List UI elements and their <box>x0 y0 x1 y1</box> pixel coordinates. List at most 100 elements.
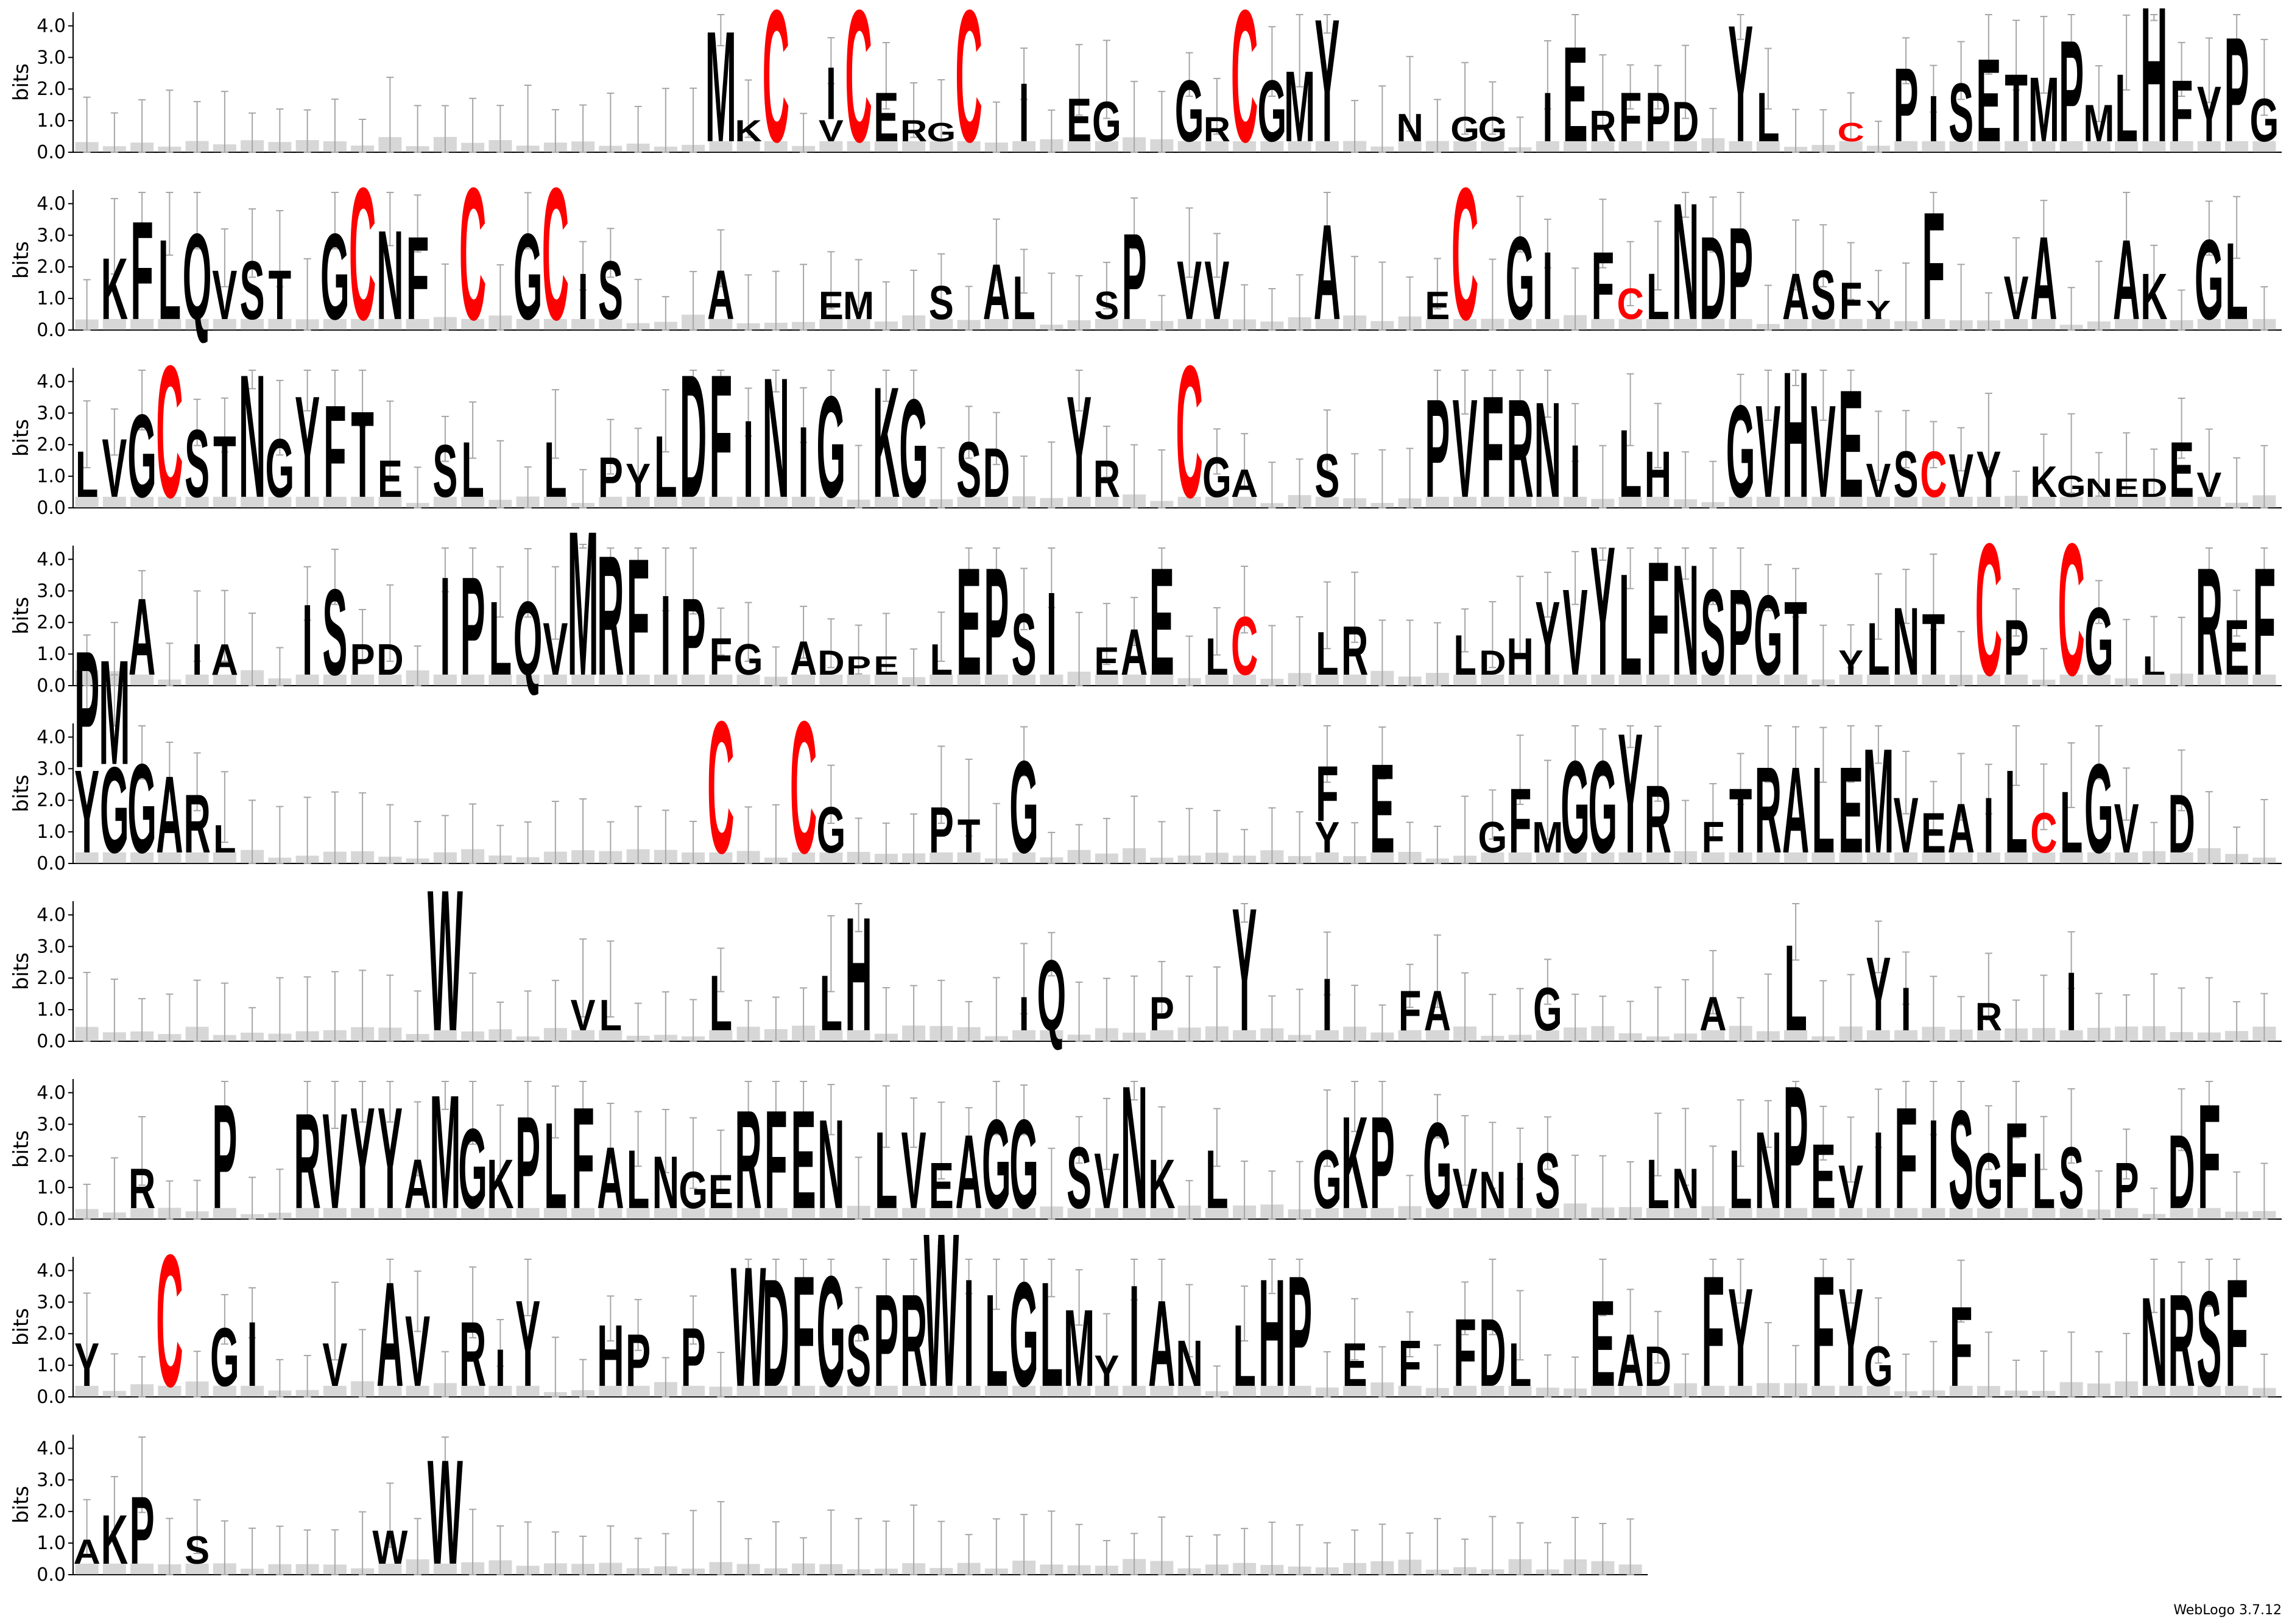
residue-L: L <box>1784 919 1807 1056</box>
residue-T: T <box>1922 596 1945 694</box>
residue-N: N <box>1534 374 1561 526</box>
residue-D: D <box>680 339 707 535</box>
residue-K: K <box>487 1144 513 1223</box>
residue-M: M <box>1284 51 1315 163</box>
error-bar <box>1130 975 1138 1042</box>
residue-V: V <box>1755 378 1780 525</box>
residue-C: C <box>459 149 486 359</box>
background-residues <box>1315 496 1339 508</box>
y-tick-label: 4.0 <box>37 193 66 214</box>
y-tick-label: 0.0 <box>37 1209 66 1230</box>
error-bar <box>1323 192 1331 241</box>
error-bar <box>2123 619 2131 686</box>
residue-V: V <box>322 1330 347 1399</box>
error-bar <box>1213 428 1221 475</box>
error-bar <box>1433 99 1441 153</box>
residue-N: N <box>376 204 403 346</box>
background-residues <box>1508 496 1532 508</box>
background-residues <box>1453 318 1477 330</box>
residue-C: C <box>845 0 872 181</box>
error-bar <box>1241 433 1249 488</box>
error-bar <box>249 208 256 278</box>
residue-N: N <box>1755 1109 1782 1232</box>
error-bar <box>1709 196 1717 253</box>
residue-E: E <box>378 449 403 508</box>
residue-P: P <box>2114 1148 2139 1222</box>
y-tick-label: 2.0 <box>37 256 66 278</box>
error-bar <box>138 370 146 431</box>
residue-V: V <box>819 113 844 148</box>
background-residues <box>213 496 236 508</box>
y-tick-label: 1.0 <box>37 1177 66 1198</box>
residue-S: S <box>1094 284 1119 328</box>
residue-P: P <box>626 1318 651 1402</box>
y-tick-label: 3.0 <box>37 402 66 424</box>
residue-I: I <box>1542 232 1553 340</box>
background-residues <box>1536 141 1559 152</box>
residue-N: N <box>763 343 789 534</box>
error-bar <box>1847 624 1855 669</box>
background-residues <box>1701 318 1725 330</box>
background-residues <box>1205 674 1229 686</box>
background-residues <box>1839 674 1863 686</box>
residue-V: V <box>1811 378 1836 525</box>
error-bar <box>2260 799 2268 864</box>
residue-L: L <box>1012 263 1035 332</box>
error-bar <box>2123 432 2131 497</box>
error-bar <box>2067 547 2075 558</box>
background-residues <box>1618 496 1642 508</box>
residue-P: P <box>130 1477 155 1584</box>
background-residues <box>2005 674 2028 686</box>
background-residues <box>571 674 595 686</box>
residue-S: S <box>846 1307 871 1405</box>
background-residues <box>130 496 154 508</box>
background-residues <box>2115 496 2139 508</box>
residue-L: L <box>1205 627 1229 686</box>
residue-V: V <box>2196 465 2221 505</box>
background-residues <box>1288 141 1311 152</box>
residue-E: E <box>1094 639 1119 683</box>
error-bar <box>1847 242 1855 300</box>
residue-G: G <box>2084 588 2114 695</box>
residue-V: V <box>1204 244 1229 337</box>
residue-E: E <box>1811 1125 1836 1228</box>
background-residues <box>2032 496 2056 508</box>
background-residues <box>323 674 347 686</box>
error-bar <box>2260 445 2268 508</box>
background-residues <box>682 674 705 686</box>
background-residues <box>874 674 898 686</box>
residue-C: C <box>1975 505 2002 715</box>
error-bar <box>331 549 339 605</box>
residue-P: P <box>2059 10 2084 172</box>
y-tick-label: 4.0 <box>37 1082 66 1103</box>
error-bar <box>2040 200 2048 253</box>
background-residues <box>599 318 623 330</box>
y-axis-label: bits <box>9 419 34 457</box>
error-bar <box>441 547 449 592</box>
background-residues <box>2087 674 2111 686</box>
residue-L: L <box>544 425 567 514</box>
background-residues <box>1784 674 1808 686</box>
residue-E: E <box>2114 474 2139 503</box>
background-residues <box>323 318 347 330</box>
background-residues <box>1977 141 2000 152</box>
residue-L: L <box>627 1133 650 1226</box>
y-axis-label: bits <box>9 241 34 279</box>
residue-I: I <box>578 259 588 333</box>
residue-M: M <box>99 628 130 795</box>
residue-L: L <box>1233 1307 1256 1405</box>
error-bar <box>1158 821 1166 864</box>
error-bar <box>551 389 559 459</box>
error-bar <box>138 99 146 153</box>
background-residues <box>1233 674 1257 686</box>
residue-P: P <box>2224 6 2249 173</box>
error-bar <box>83 279 91 331</box>
background-residues <box>158 496 182 508</box>
error-bar <box>110 408 118 456</box>
background-residues <box>1453 496 1477 508</box>
residue-Y: Y <box>1838 1259 1863 1416</box>
residue-L: L <box>2060 774 2083 871</box>
